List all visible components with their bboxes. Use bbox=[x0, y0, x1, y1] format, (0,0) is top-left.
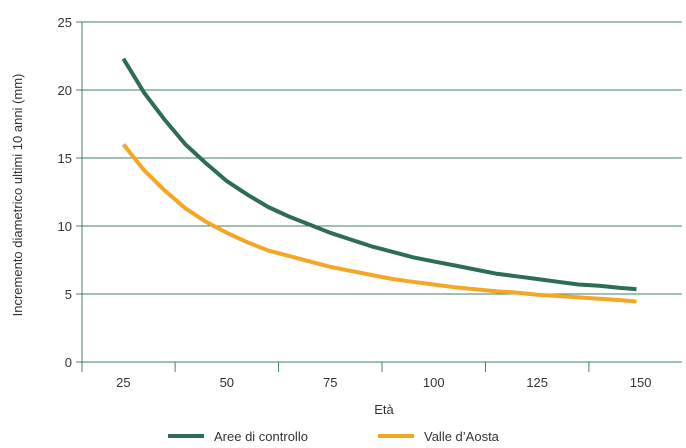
gridlines bbox=[82, 21, 682, 295]
x-tick-label-4: 125 bbox=[526, 375, 548, 390]
series-lines bbox=[121, 57, 637, 304]
tick-labels: 0 5 10 15 20 25 25 50 75 100 125 150 bbox=[58, 15, 652, 390]
y-tick-label-5: 25 bbox=[58, 15, 72, 30]
y-tick-label-2: 10 bbox=[58, 219, 72, 234]
x-tick-label-2: 75 bbox=[323, 375, 337, 390]
y-tick-label-4: 20 bbox=[58, 83, 72, 98]
x-tick-label-1: 50 bbox=[220, 375, 234, 390]
x-axis-title: Età bbox=[374, 402, 394, 417]
x-tick-label-0: 25 bbox=[116, 375, 130, 390]
x-tick-label-5: 150 bbox=[630, 375, 652, 390]
legend-label-1: Valle d’Aosta bbox=[424, 429, 500, 444]
y-tick-label-3: 15 bbox=[58, 151, 72, 166]
series-line-0 bbox=[121, 57, 637, 292]
y-axis-title: Incremento diametrico ultimi 10 anni (mm… bbox=[10, 74, 25, 317]
legend-label-0: Aree di controllo bbox=[214, 429, 308, 444]
y-tick-label-1: 5 bbox=[65, 287, 72, 302]
y-tick-label-0: 0 bbox=[65, 355, 72, 370]
axes bbox=[76, 21, 682, 372]
legend: Aree di controllo Valle d’Aosta bbox=[168, 429, 500, 444]
x-tick-label-3: 100 bbox=[423, 375, 445, 390]
series-line-1 bbox=[121, 143, 637, 304]
